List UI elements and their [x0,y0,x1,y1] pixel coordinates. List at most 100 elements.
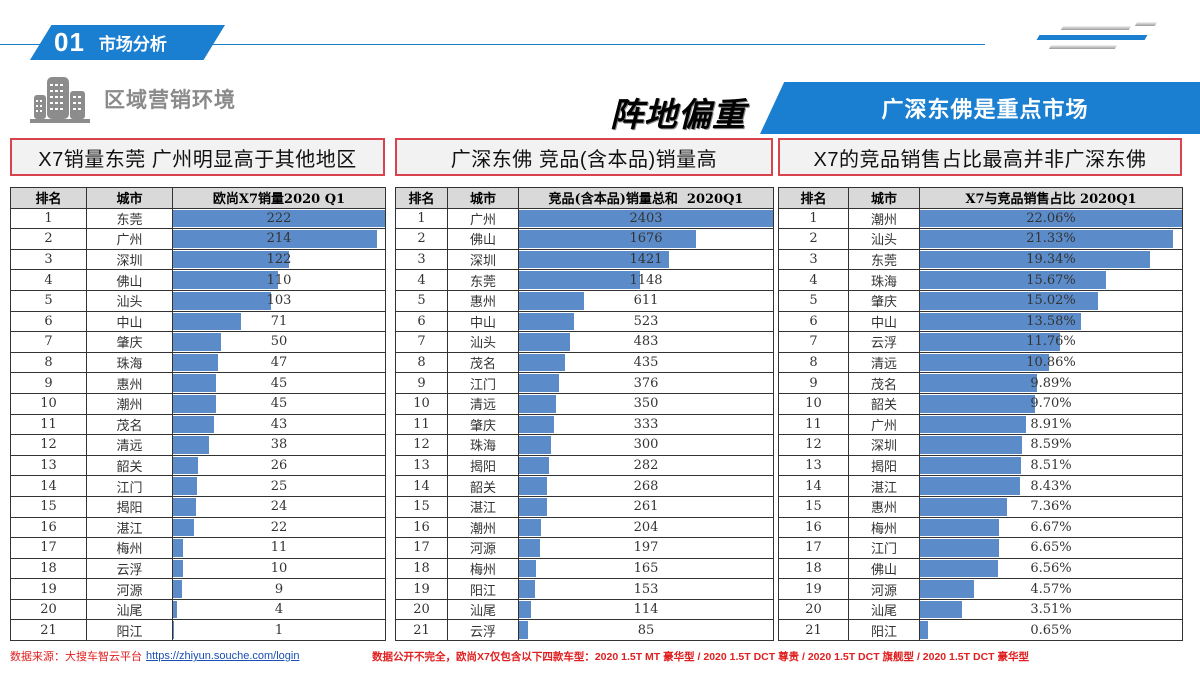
data-bar [519,559,537,578]
value-label: 85 [637,622,655,638]
value-cell: 2403 [518,207,774,230]
value-label: 6.65% [1030,540,1072,556]
data-bar [519,436,551,454]
data-bar [920,621,928,640]
value-label: 8.91% [1030,416,1072,432]
rank-cell: 17 [395,537,448,559]
data-bar [920,497,1008,516]
table-row: 13 揭阳 282 [395,454,774,477]
city-cell: 中山 [848,310,920,333]
key-market-banner: 广深东佛是重点市场 [760,82,1200,134]
value-cell: 1 [172,619,386,642]
value-cell: 71 [172,310,386,333]
value-label: 1421 [629,252,663,268]
value-cell: 435 [518,351,774,374]
value-label: 204 [633,519,659,535]
rank-cell: 16 [395,516,448,539]
city-cell: 惠州 [848,495,920,518]
table-row: 20 汕尾 114 [395,598,774,621]
table-row: 19 河源 9 [10,578,386,600]
data-bar [173,230,378,248]
rank-cell: 15 [10,495,87,518]
rank-cell: 18 [778,557,849,580]
rank-cell: 9 [10,372,87,394]
table-row: 21 云浮 85 [395,619,774,642]
value-label: 19.34% [1026,252,1076,268]
city-cell: 韶关 [86,454,173,477]
col-rank: 排名 [395,187,448,209]
source-link[interactable]: https://zhiyun.souche.com/login [146,650,300,662]
city-cell: 珠海 [86,351,173,374]
rank-cell: 15 [395,495,448,518]
table-row: 12 深圳 8.59% [778,434,1183,456]
value-label: 15.67% [1026,272,1076,288]
value-label: 10.86% [1026,355,1076,371]
rank-cell: 17 [778,537,849,559]
city-cell: 惠州 [447,289,519,312]
table-row: 11 茂名 43 [10,413,386,436]
data-bar [173,477,197,495]
data-bar [173,456,198,475]
col-value: 欧尚X7销量2020 Q1 [172,187,386,209]
value-label: 10 [270,560,288,576]
table-row: 12 珠海 300 [395,434,774,456]
city-cell: 云浮 [86,557,173,580]
data-bar [519,250,670,269]
city-cell: 汕头 [447,331,519,353]
data-bar [519,580,536,598]
data-bar [920,518,1000,537]
data-bar [519,230,697,248]
table-row: 14 湛江 8.43% [778,475,1183,497]
data-bar [920,600,962,619]
city-cell: 潮州 [848,207,920,230]
data-bar [519,600,532,619]
data-bar [920,374,1038,392]
value-cell: 9 [172,578,386,600]
value-cell: 8.51% [919,454,1183,477]
value-cell: 261 [518,495,774,518]
value-cell: 10.86% [919,351,1183,374]
city-cell: 清远 [848,351,920,374]
data-bar [173,333,221,351]
buildings-icon [30,77,90,123]
value-label: 197 [633,540,659,556]
value-label: 38 [270,437,288,453]
table-row: 19 阳江 153 [395,578,774,600]
rank-cell: 20 [395,598,448,621]
value-label: 523 [633,313,659,329]
rank-cell: 10 [778,392,849,415]
section-number: 01 [54,27,85,57]
region-heading: 区域营销环境 [30,75,236,123]
table-row: 19 河源 4.57% [778,578,1183,600]
rank-cell: 12 [10,434,87,456]
data-bar [173,559,183,578]
table-row: 4 佛山 110 [10,269,386,291]
rank-cell: 5 [10,289,87,312]
rank-cell: 13 [778,454,849,477]
value-cell: 350 [518,392,774,415]
city-cell: 梅州 [447,557,519,580]
value-cell: 3.51% [919,598,1183,621]
value-cell: 11.76% [919,331,1183,353]
value-cell: 300 [518,434,774,456]
table-row: 17 江门 6.65% [778,537,1183,559]
panel-title: 广深东佛 竞品(含本品)销量高 [395,138,773,176]
rank-cell: 9 [778,372,849,394]
value-label: 268 [633,478,659,494]
city-cell: 云浮 [848,331,920,353]
value-cell: 6.67% [919,516,1183,539]
value-cell: 0.65% [919,619,1183,642]
table-row: 1 广州 2403 [395,207,774,230]
city-cell: 东莞 [86,207,173,230]
rank-cell: 5 [778,289,849,312]
table-row: 5 惠州 611 [395,289,774,312]
value-label: 6.67% [1030,519,1072,535]
section-tag: 01 市场分析 [30,25,225,60]
data-bar [920,271,1107,289]
table-row: 10 韶关 9.70% [778,392,1183,415]
value-cell: 153 [518,578,774,600]
city-cell: 茂名 [86,413,173,436]
city-cell: 阳江 [848,619,920,642]
table-row: 8 珠海 47 [10,351,386,374]
